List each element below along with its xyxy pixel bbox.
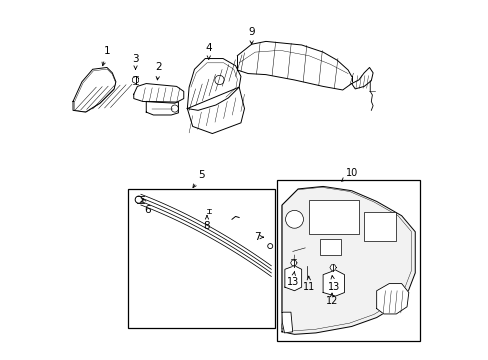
Polygon shape [285,266,301,291]
Polygon shape [351,67,372,89]
Bar [364,212,395,241]
Text: 13: 13 [286,271,298,287]
Bar [319,239,340,255]
Text: 5: 5 [193,170,204,188]
Polygon shape [376,284,408,314]
Text: 8: 8 [203,216,210,231]
Circle shape [285,210,303,228]
Text: 4: 4 [205,43,212,59]
Polygon shape [323,270,344,296]
Polygon shape [329,265,336,270]
Polygon shape [187,59,241,111]
Text: 13: 13 [327,276,339,292]
Polygon shape [134,84,183,103]
Polygon shape [237,41,351,90]
Text: 10: 10 [341,168,357,181]
Polygon shape [146,102,178,115]
Bar [128,189,274,328]
Polygon shape [187,87,244,134]
Text: 3: 3 [132,54,139,69]
Polygon shape [282,186,414,334]
Text: 12: 12 [325,293,338,306]
Text: 11: 11 [302,276,314,292]
Polygon shape [132,76,139,84]
Text: 2: 2 [155,63,162,80]
Text: 6: 6 [142,199,151,215]
Polygon shape [73,67,116,112]
Text: 9: 9 [248,27,254,44]
Text: 1: 1 [102,46,110,66]
Bar [276,180,419,341]
Polygon shape [282,312,292,333]
Text: 7: 7 [253,232,263,242]
Polygon shape [290,260,296,266]
Bar [308,200,358,234]
